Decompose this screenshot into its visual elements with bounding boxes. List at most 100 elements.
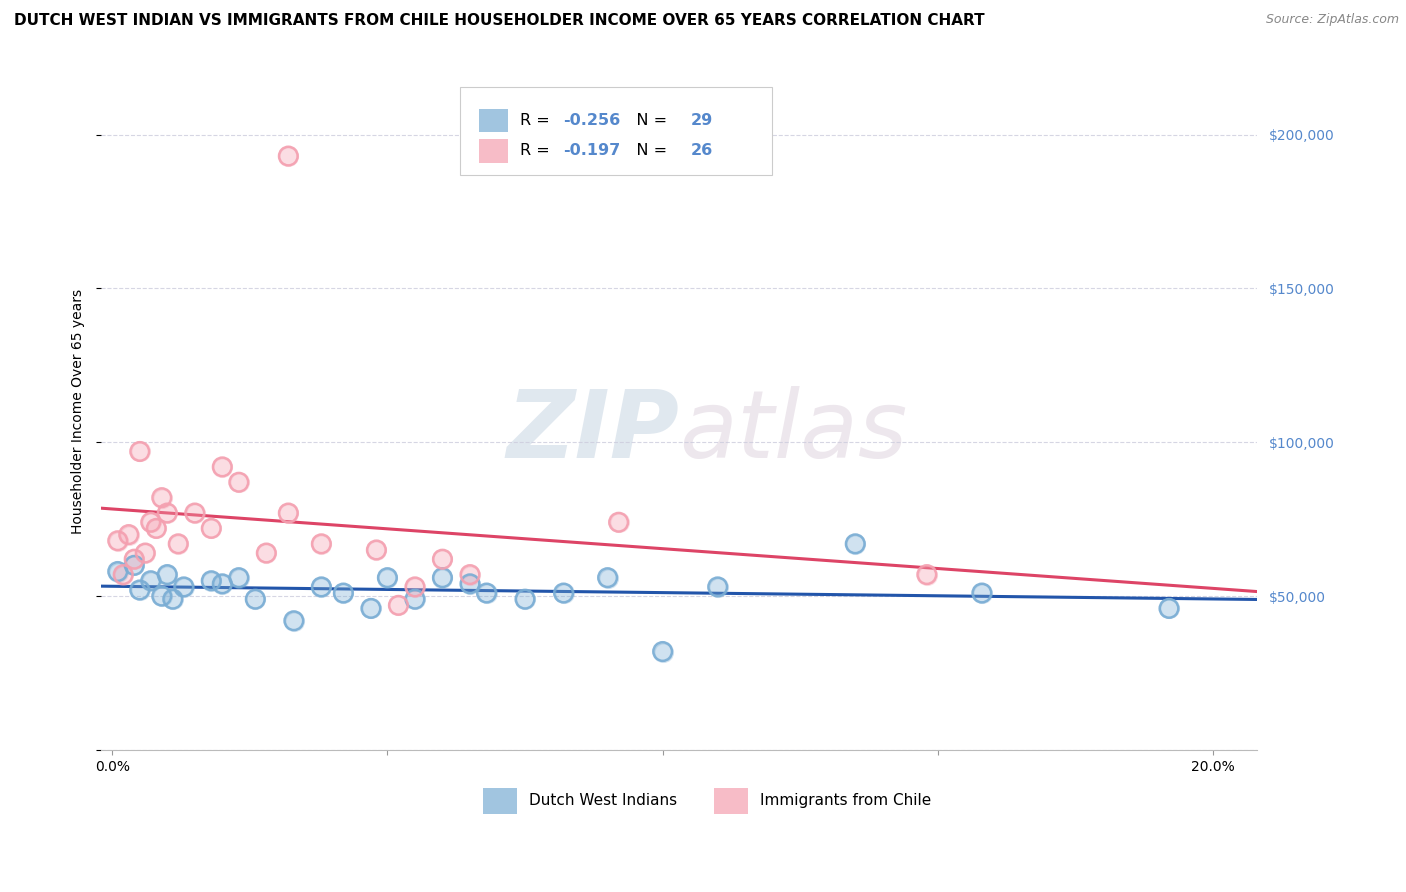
Point	[432, 552, 454, 566]
Text: -0.256: -0.256	[564, 113, 621, 128]
Point	[513, 592, 536, 607]
Point	[283, 614, 305, 628]
Point	[173, 580, 195, 594]
Point	[311, 537, 333, 551]
Point	[107, 533, 129, 548]
Point	[970, 586, 993, 600]
Point	[228, 475, 250, 490]
Point	[184, 506, 207, 520]
Bar	[482, 788, 517, 814]
Point	[277, 506, 299, 520]
Point	[211, 577, 233, 591]
Point	[162, 592, 184, 607]
Point	[432, 571, 454, 585]
Point	[211, 459, 233, 474]
Point	[458, 567, 481, 582]
Point	[844, 537, 866, 551]
Point	[651, 644, 673, 658]
Text: N =: N =	[621, 144, 672, 159]
Point	[173, 580, 195, 594]
Point	[311, 580, 333, 594]
Point	[139, 516, 162, 530]
Bar	[714, 788, 748, 814]
Point	[404, 592, 426, 607]
Point	[970, 586, 993, 600]
Point	[404, 580, 426, 594]
Point	[706, 580, 728, 594]
Point	[150, 491, 173, 505]
Point	[228, 475, 250, 490]
Point	[332, 586, 354, 600]
Text: 26: 26	[690, 144, 713, 159]
Point	[332, 586, 354, 600]
Point	[134, 546, 156, 560]
Point	[112, 567, 135, 582]
Point	[150, 491, 173, 505]
Point	[1157, 601, 1180, 615]
Point	[211, 577, 233, 591]
Text: R =: R =	[520, 113, 554, 128]
Point	[200, 521, 222, 535]
Text: Dutch West Indians: Dutch West Indians	[529, 793, 678, 808]
Point	[107, 533, 129, 548]
Point	[458, 577, 481, 591]
Point	[156, 567, 179, 582]
Point	[184, 506, 207, 520]
Point	[458, 577, 481, 591]
Text: R =: R =	[520, 144, 554, 159]
Point	[211, 459, 233, 474]
Point	[128, 582, 150, 597]
Point	[607, 516, 630, 530]
Point	[1157, 601, 1180, 615]
Point	[156, 506, 179, 520]
Point	[139, 516, 162, 530]
Point	[245, 592, 267, 607]
Text: Source: ZipAtlas.com: Source: ZipAtlas.com	[1265, 13, 1399, 27]
Text: DUTCH WEST INDIAN VS IMMIGRANTS FROM CHILE HOUSEHOLDER INCOME OVER 65 YEARS CORR: DUTCH WEST INDIAN VS IMMIGRANTS FROM CHI…	[14, 13, 984, 29]
Point	[366, 543, 388, 558]
Point	[377, 571, 399, 585]
Point	[360, 601, 382, 615]
Point	[277, 149, 299, 163]
FancyBboxPatch shape	[460, 87, 772, 175]
Point	[475, 586, 498, 600]
Point	[311, 537, 333, 551]
Point	[254, 546, 277, 560]
Point	[162, 592, 184, 607]
Point	[607, 516, 630, 530]
Point	[145, 521, 167, 535]
Text: Immigrants from Chile: Immigrants from Chile	[761, 793, 931, 808]
Point	[360, 601, 382, 615]
Point	[245, 592, 267, 607]
Point	[122, 552, 145, 566]
Point	[134, 546, 156, 560]
Point	[118, 527, 141, 541]
Point	[150, 589, 173, 603]
Point	[122, 558, 145, 573]
Point	[596, 571, 619, 585]
Point	[404, 592, 426, 607]
Point	[311, 580, 333, 594]
Point	[167, 537, 190, 551]
Point	[475, 586, 498, 600]
Point	[167, 537, 190, 551]
Point	[200, 574, 222, 588]
Y-axis label: Householder Income Over 65 years: Householder Income Over 65 years	[72, 289, 86, 534]
Point	[128, 444, 150, 458]
Point	[366, 543, 388, 558]
Point	[844, 537, 866, 551]
Point	[553, 586, 575, 600]
Point	[228, 571, 250, 585]
Point	[156, 506, 179, 520]
Point	[139, 574, 162, 588]
Text: -0.197: -0.197	[564, 144, 621, 159]
Point	[122, 558, 145, 573]
Point	[458, 567, 481, 582]
Text: N =: N =	[621, 113, 672, 128]
Point	[139, 574, 162, 588]
Point	[596, 571, 619, 585]
Point	[228, 571, 250, 585]
Point	[915, 567, 938, 582]
Point	[200, 574, 222, 588]
Point	[156, 567, 179, 582]
